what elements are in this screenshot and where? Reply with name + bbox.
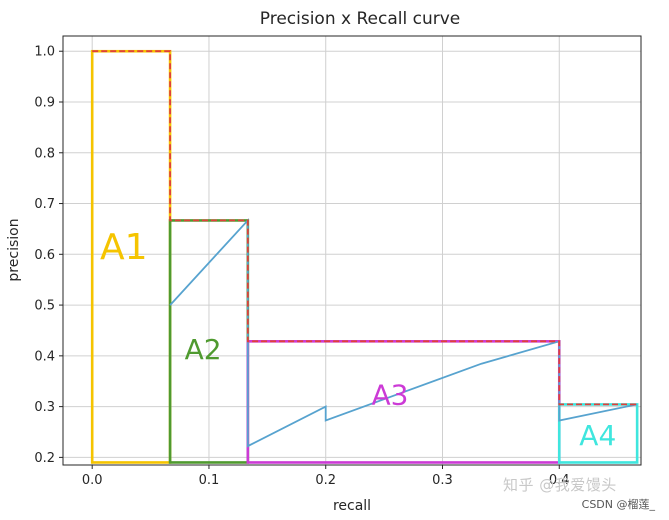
area-label-a1: A1 xyxy=(100,227,148,268)
x-tick-label: 0.0 xyxy=(82,473,103,488)
x-tick-label: 0.3 xyxy=(432,473,453,488)
y-tick-label: 0.2 xyxy=(34,451,55,466)
chart-title: Precision x Recall curve xyxy=(260,9,460,29)
plot-area-background xyxy=(63,36,641,465)
x-tick-label: 0.2 xyxy=(315,473,336,488)
y-axis-ticks: 0.2 0.3 0.4 0.5 0.6 0.7 0.8 0.9 1.0 xyxy=(34,45,63,466)
x-axis-label: recall xyxy=(333,498,371,514)
area-labels: A1 A2 A3 A4 xyxy=(100,227,616,452)
x-axis-ticks: 0.0 0.1 0.2 0.3 0.4 xyxy=(82,465,570,488)
watermark-csdn: CSDN @榴莲_ xyxy=(581,498,655,511)
series-lines xyxy=(92,50,638,448)
plot-frame xyxy=(62,35,642,466)
area-label-a2: A2 xyxy=(185,333,222,366)
y-tick-label: 1.0 xyxy=(34,45,55,60)
y-tick-label: 0.6 xyxy=(34,248,55,263)
y-tick-label: 0.8 xyxy=(34,146,55,161)
y-tick-label: 0.3 xyxy=(34,400,55,415)
area-label-a4: A4 xyxy=(579,419,616,452)
y-tick-label: 0.4 xyxy=(34,349,55,364)
watermark-zhihu: 知乎 @我爱馒头 xyxy=(503,476,617,494)
area-label-a3: A3 xyxy=(371,378,408,411)
y-axis-label: precision xyxy=(6,218,22,281)
y-tick-label: 0.5 xyxy=(34,299,55,314)
y-tick-label: 0.7 xyxy=(34,197,55,212)
x-tick-label: 0.1 xyxy=(199,473,220,488)
x-tick-label: 0.4 xyxy=(549,473,570,488)
grid-lines xyxy=(63,36,641,465)
y-tick-label: 0.9 xyxy=(34,96,55,111)
